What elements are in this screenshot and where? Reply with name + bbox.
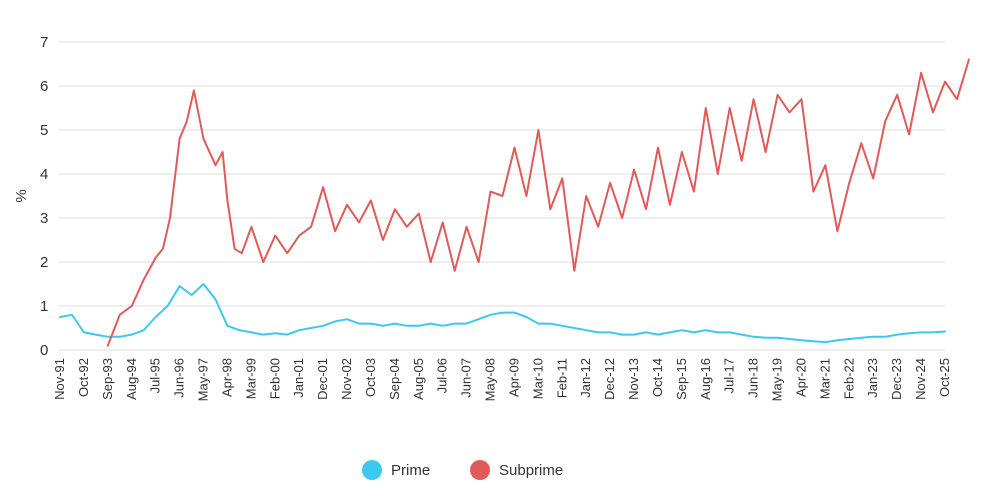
x-tick-label: Nov-13 xyxy=(626,358,641,400)
gridlines xyxy=(58,41,945,351)
x-tick-label: Aug-05 xyxy=(411,358,426,400)
x-tick-label: Jan-12 xyxy=(578,358,593,398)
x-tick-label: Jul-17 xyxy=(722,358,737,393)
y-tick-label: 6 xyxy=(40,78,48,95)
x-tick-label: Apr-09 xyxy=(506,358,521,397)
legend-label: Prime xyxy=(391,462,430,479)
x-tick-label: Jan-01 xyxy=(291,358,306,398)
y-tick-label: 3 xyxy=(40,210,48,227)
series-line-subprime xyxy=(106,58,970,347)
x-tick-label: Sep-15 xyxy=(674,358,689,400)
legend[interactable]: Prime Subprime xyxy=(362,460,563,480)
x-tick-label: May-08 xyxy=(483,358,498,401)
series-line-prime xyxy=(59,283,946,344)
x-tick-label: Aug-16 xyxy=(698,358,713,400)
x-tick-label: May-97 xyxy=(196,358,211,401)
x-tick-label: Feb-22 xyxy=(841,358,856,399)
legend-swatch xyxy=(362,460,382,480)
x-tick-label: Dec-12 xyxy=(602,358,617,400)
x-tick-label: Dec-01 xyxy=(315,358,330,400)
x-tick-label: Nov-02 xyxy=(339,358,354,400)
y-axis-label: % xyxy=(13,189,30,202)
x-tick-label: Oct-25 xyxy=(937,358,952,397)
x-tick-label: Aug-94 xyxy=(124,358,139,400)
x-tick-label: Sep-93 xyxy=(100,358,115,400)
y-tick-label: 5 xyxy=(40,122,48,139)
x-tick-label: Jul-95 xyxy=(148,358,163,393)
x-tick-label: Oct-03 xyxy=(363,358,378,397)
x-tick-label: May-19 xyxy=(770,358,785,401)
x-tick-label: Jun-07 xyxy=(459,358,474,398)
series-lines xyxy=(59,58,970,347)
x-tick-label: Jun-96 xyxy=(172,358,187,398)
x-tick-label: Oct-92 xyxy=(76,358,91,397)
x-tick-label: Dec-23 xyxy=(889,358,904,400)
legend-item-subprime[interactable]: Subprime xyxy=(470,460,563,480)
x-tick-label: Apr-20 xyxy=(793,358,808,397)
x-tick-label: Jul-06 xyxy=(435,358,450,393)
x-tick-label: Mar-21 xyxy=(817,358,832,399)
x-tick-label: Oct-14 xyxy=(650,358,665,397)
x-tick-label: Feb-11 xyxy=(554,358,569,398)
x-tick-label: Nov-24 xyxy=(913,358,928,400)
y-tick-label: 1 xyxy=(40,298,48,315)
x-tick-label: Nov-91 xyxy=(52,358,67,400)
x-tick-label: Jan-23 xyxy=(865,358,880,398)
x-tick-label: Mar-10 xyxy=(530,358,545,399)
y-tick-label: 2 xyxy=(40,254,48,271)
legend-label: Subprime xyxy=(499,462,563,479)
x-axis-ticks: Nov-91 Oct-92 Sep-93 Aug-94 Jul-95 Jun-96 May-… xyxy=(52,358,952,401)
y-tick-label: 0 xyxy=(40,342,48,359)
x-tick-label: Jun-18 xyxy=(746,358,761,398)
y-tick-label: 4 xyxy=(40,166,48,183)
x-tick-label: Feb-00 xyxy=(267,358,282,399)
x-tick-label: Sep-04 xyxy=(387,358,402,400)
y-axis-ticks: 0 1 2 3 4 5 6 7 xyxy=(40,34,48,359)
x-tick-label: Mar-99 xyxy=(243,358,258,399)
x-tick-label: Apr-98 xyxy=(219,358,234,397)
legend-swatch xyxy=(470,460,490,480)
legend-item-prime[interactable]: Prime xyxy=(362,460,430,480)
y-tick-label: 7 xyxy=(40,34,48,51)
